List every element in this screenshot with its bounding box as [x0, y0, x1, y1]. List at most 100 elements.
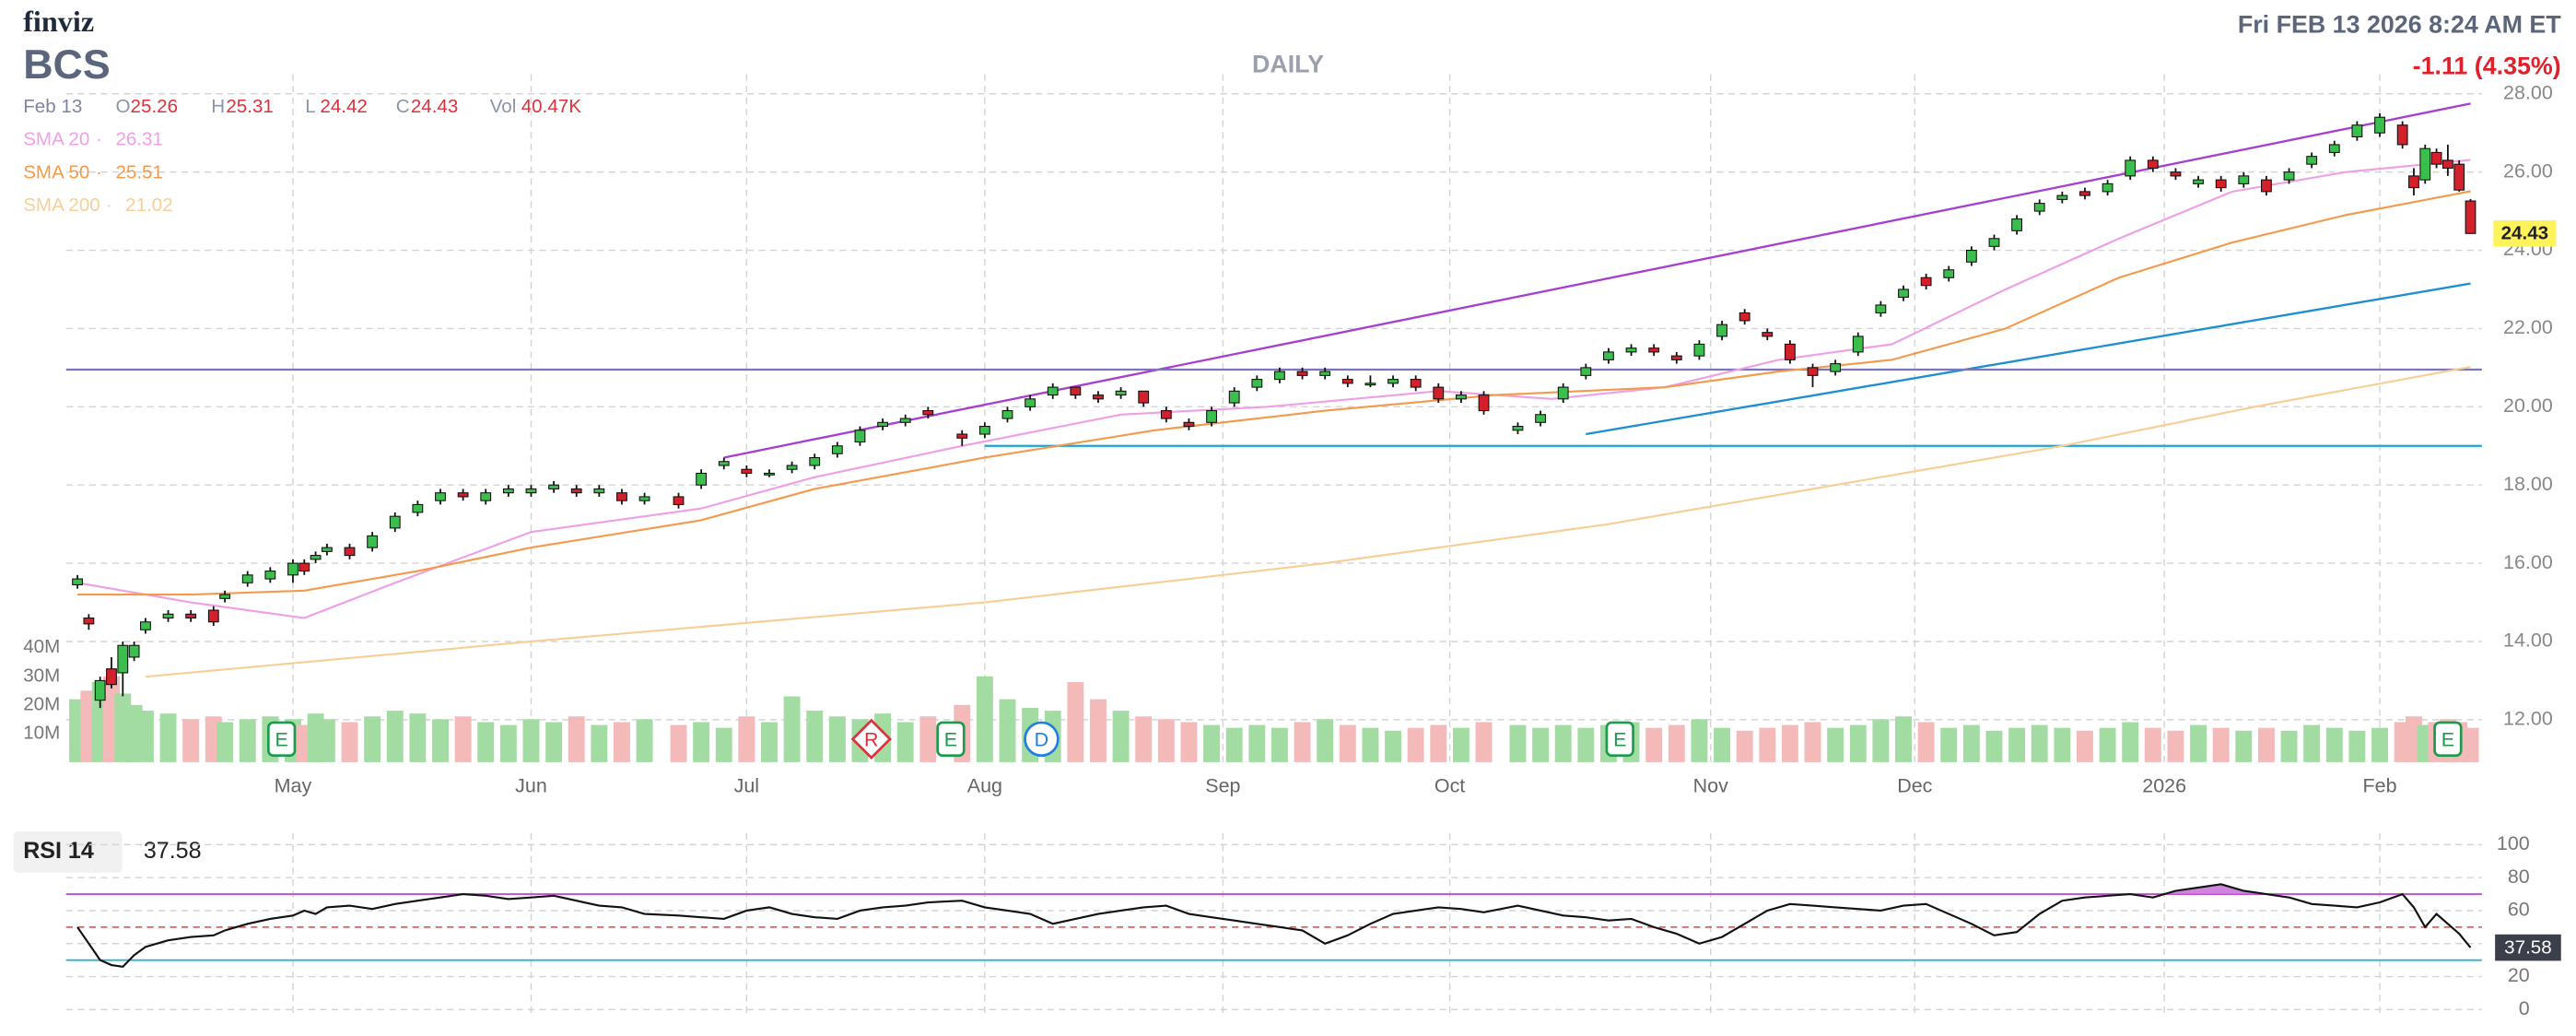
event-shape [266, 721, 297, 758]
trend-line [1586, 282, 2471, 436]
volume-bar [1090, 699, 1107, 762]
candle-body [1410, 379, 1422, 388]
candle-body [1648, 347, 1660, 353]
volume-bar [1362, 727, 1379, 762]
candle-body [593, 488, 605, 494]
volume-bar [2008, 727, 2026, 762]
candle-body [321, 547, 333, 552]
event-shape [850, 718, 892, 759]
candle-body [696, 472, 708, 486]
candle-body [2465, 200, 2476, 234]
candle-body [2102, 182, 2113, 193]
candle-body [1965, 250, 1977, 263]
rsi-tick-label: 60 [2508, 899, 2530, 921]
candle-body [2238, 175, 2250, 184]
candle-body [638, 496, 650, 501]
candle-body [1716, 324, 1727, 337]
candle-body [2079, 191, 2090, 196]
volume-bar [2144, 727, 2161, 762]
volume-bar [1759, 727, 1776, 762]
candle-body [457, 492, 469, 498]
volume-bar [1135, 716, 1153, 762]
volume-bar [2122, 722, 2139, 762]
candle-body [1693, 343, 1705, 357]
event-marker: E [936, 721, 966, 758]
candle-body [764, 472, 775, 476]
event-marker: E [2433, 721, 2463, 758]
volume-bar [2054, 727, 2071, 762]
candle-body [673, 496, 685, 505]
volume-bar [1577, 727, 1595, 762]
trend-line [723, 102, 2471, 459]
x-tick-label: Nov [1693, 774, 1728, 796]
candle-body [1478, 394, 1490, 412]
volume-bar [2462, 727, 2479, 762]
candle-body [1138, 390, 1150, 404]
event-shape [1024, 721, 1060, 758]
volume-bar [386, 711, 404, 762]
volume-bar [806, 711, 824, 762]
volume-bar [2167, 730, 2184, 762]
candle-body [831, 445, 843, 454]
volume-bar [1294, 722, 1311, 762]
ohlc-value: 25.26 [131, 96, 179, 117]
candle-body [1875, 304, 1887, 313]
y-tick-label: 12.00 [2503, 708, 2553, 730]
volume-bar [1872, 719, 1890, 762]
volume-bar [1452, 727, 1469, 762]
ohlc-label: H [211, 96, 225, 117]
volume-bar [2371, 727, 2388, 762]
rsi-badge-label: 37.58 [2504, 936, 2552, 958]
candle-body [106, 668, 117, 686]
rsi-tick-label: 100 [2497, 832, 2530, 854]
candle-body [1183, 421, 1195, 428]
rsi-tick-label: 80 [2508, 865, 2530, 888]
volume-bar [1781, 724, 1798, 762]
ohlc-label: C [396, 96, 410, 117]
candle-body [1319, 371, 1331, 376]
candle-body [1274, 371, 1285, 381]
candle-body [1852, 336, 1864, 353]
volume-bar [1827, 727, 1844, 762]
legend-name: SMA 200 [23, 194, 100, 216]
logo: finviz [23, 5, 94, 38]
volume-bar [1339, 724, 1356, 762]
candle-body [1988, 238, 2000, 247]
candle-body [922, 410, 934, 416]
volume-bar [999, 699, 1016, 762]
candle-body [899, 418, 911, 423]
candle-body [2441, 159, 2453, 169]
volume-bar [1407, 727, 1424, 762]
candle-body [1535, 414, 1546, 423]
volume-bar [409, 713, 427, 762]
volume-bar [738, 716, 755, 762]
candle-body [2351, 124, 2363, 137]
timeframe: DAILY [1252, 51, 1324, 78]
volume-bar [2280, 730, 2298, 762]
rsi-tick-label: 20 [2508, 964, 2530, 986]
candle-body [162, 613, 174, 619]
candle-body [241, 574, 253, 583]
legend-separator: · [96, 161, 102, 182]
candle-body [1603, 351, 1614, 360]
rsi-tick-label: 0 [2519, 997, 2530, 1019]
candle-body [525, 488, 537, 494]
volume-bar [1112, 711, 1130, 762]
x-tick-label: Jun [515, 774, 547, 796]
candle-body [128, 644, 140, 658]
volume-bar [1895, 716, 1912, 762]
candle-body [83, 617, 95, 625]
volume-tick-label: 40M [23, 636, 60, 657]
event-marker: E [1605, 721, 1634, 758]
candle-body [140, 621, 151, 630]
volume-bar [477, 722, 495, 762]
legend-separator: · [96, 129, 102, 150]
volume-bar [783, 696, 801, 762]
y-tick-label: 22.00 [2503, 316, 2553, 338]
candle-body [1625, 347, 1637, 353]
candle-body [854, 430, 866, 443]
volume-tick-label: 20M [23, 693, 60, 714]
rsi-title: RSI 14 [23, 838, 94, 864]
y-tick-label: 14.00 [2503, 630, 2553, 652]
